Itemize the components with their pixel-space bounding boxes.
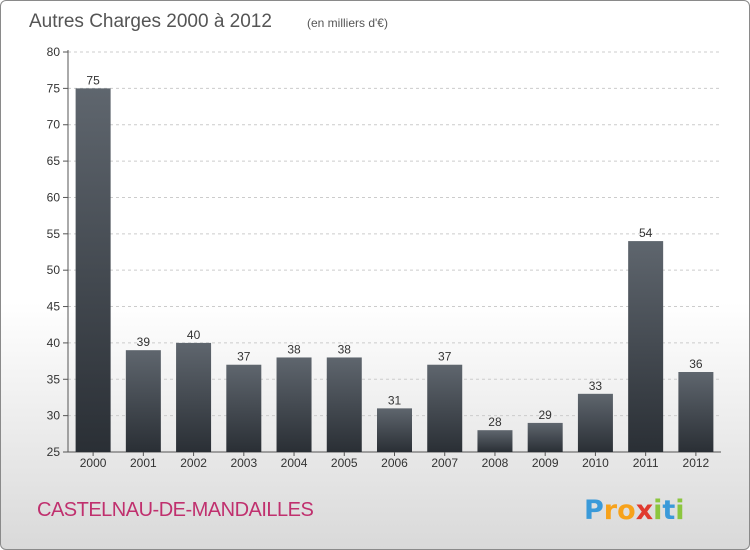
x-tick-label: 2006 [381, 456, 408, 470]
bar-2010 [577, 393, 613, 452]
bar-2005 [326, 357, 362, 452]
bar-2001 [125, 350, 161, 452]
data-label: 37 [237, 350, 251, 364]
x-tick-label: 2003 [230, 456, 257, 470]
y-tick-label: 45 [47, 300, 61, 314]
logo-letter: t [662, 495, 675, 526]
x-tick-label: 2004 [281, 456, 308, 470]
x-tick-label: 2005 [331, 456, 358, 470]
data-label: 39 [137, 335, 151, 349]
proxiti-logo: Proxiti [584, 495, 685, 526]
logo-letter: r [604, 495, 618, 526]
data-label: 75 [86, 73, 100, 87]
x-tick-label: 2001 [130, 456, 157, 470]
bar-2007 [427, 364, 463, 452]
bar-2000 [75, 88, 111, 452]
bar-2006 [377, 408, 412, 452]
x-tick-label: 2012 [683, 456, 710, 470]
y-tick-label: 75 [47, 81, 61, 95]
data-label: 36 [689, 357, 703, 371]
grid-layer [68, 51, 721, 417]
data-label: 37 [438, 350, 452, 364]
logo-letter: i [675, 495, 684, 526]
x-tick-label: 2000 [80, 456, 107, 470]
y-tick-label: 30 [47, 409, 61, 423]
x-tick-label: 2002 [180, 456, 207, 470]
y-tick-label: 40 [47, 336, 61, 350]
y-tick-label: 35 [47, 372, 61, 386]
y-tick-label: 70 [47, 118, 61, 132]
y-tick-label: 80 [47, 45, 61, 59]
bar-2009 [527, 422, 563, 452]
data-label: 54 [639, 226, 653, 240]
bar-2012 [678, 372, 714, 452]
bar-2002 [176, 342, 212, 452]
x-tick-label: 2009 [532, 456, 559, 470]
commune-name: CASTELNAU-DE-MANDAILLES [37, 499, 314, 521]
x-tick-label: 2007 [431, 456, 458, 470]
logo-letter: o [617, 495, 636, 526]
x-tick-label: 2010 [582, 456, 609, 470]
data-label: 28 [488, 415, 502, 429]
logo-letter: P [584, 495, 604, 526]
x-tick-label: 2008 [482, 456, 509, 470]
data-label: 40 [187, 328, 201, 342]
logo-letter: i [653, 495, 662, 526]
y-tick-label: 55 [47, 227, 61, 241]
bar-2004 [276, 357, 312, 452]
data-label: 38 [287, 342, 301, 356]
bar-2008 [477, 430, 513, 452]
bar-2011 [628, 241, 664, 452]
y-tick-label: 25 [47, 445, 61, 459]
bar-2003 [226, 364, 262, 452]
data-label: 29 [539, 408, 553, 422]
bar-layer: 75 39 40 37 38 38 31 37 28 29 33 54 36 [75, 73, 714, 452]
data-label: 38 [338, 342, 352, 356]
logo-letter: x [636, 495, 653, 526]
chart-subtitle: (en milliers d'€) [307, 16, 388, 30]
x-tick-label: 2011 [633, 456, 659, 470]
y-tick-label: 65 [47, 154, 61, 168]
chart-title: Autres Charges 2000 à 2012 [29, 11, 272, 32]
y-tick-label: 60 [47, 190, 61, 204]
data-label: 31 [388, 393, 402, 407]
data-label: 33 [589, 379, 603, 393]
y-tick-label: 50 [47, 263, 61, 277]
